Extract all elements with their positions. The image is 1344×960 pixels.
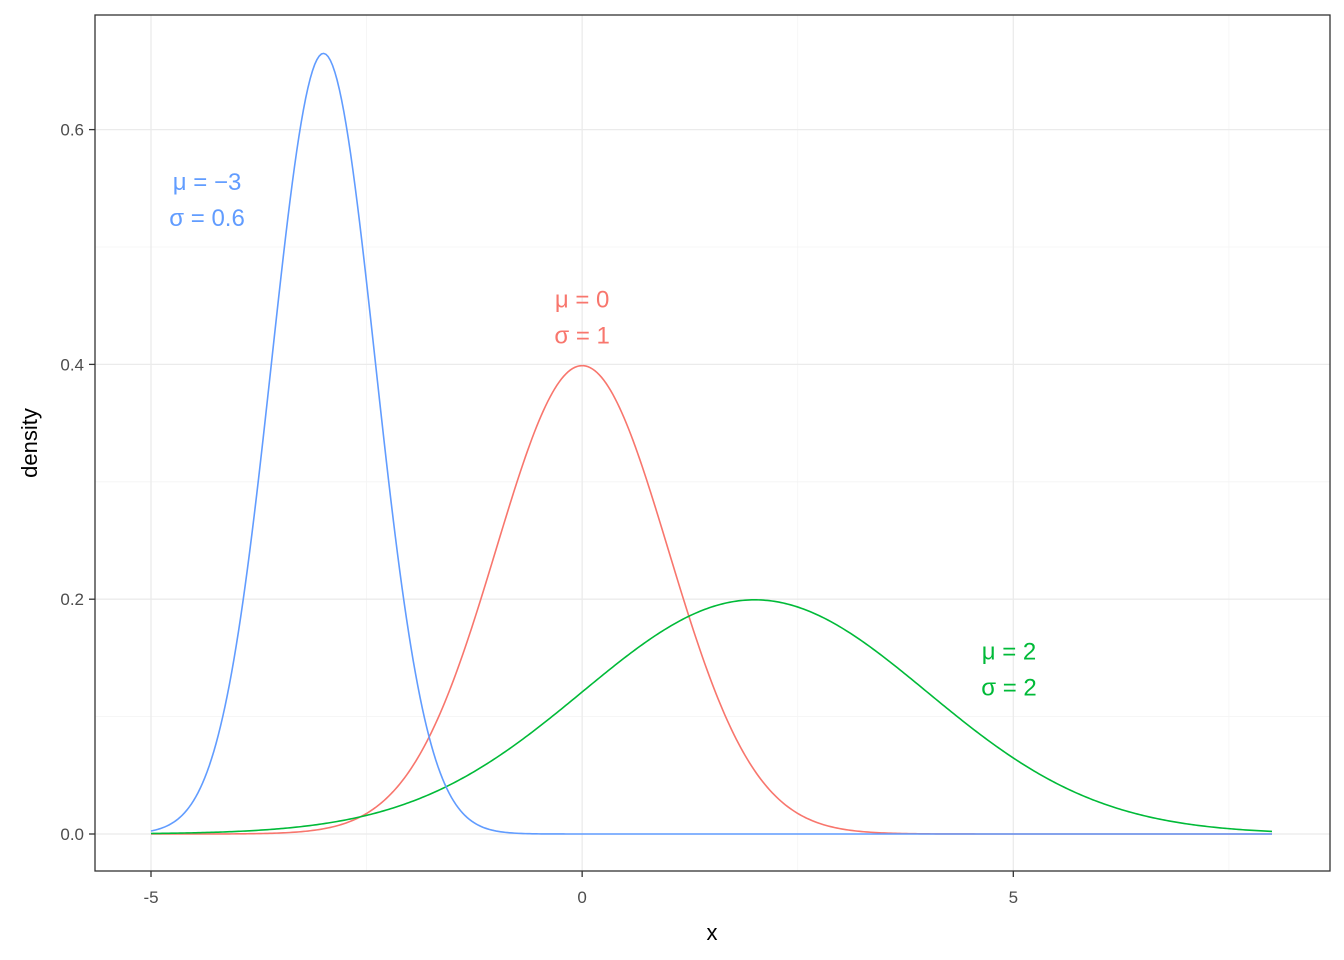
annotation-sd-label: σ = 2: [981, 675, 1037, 702]
x-tick-label: 5: [1009, 888, 1018, 907]
x-tick-label: 0: [577, 888, 586, 907]
x-axis-title: x: [707, 920, 718, 945]
annotation-mean-label: μ = −3: [173, 169, 242, 196]
panel-border: [94, 14, 1331, 872]
series-layer: [150, 52, 1273, 835]
annotation-layer: μ = 0 σ = 1 μ = 2 σ = 2 μ = −3 σ = 0.6: [169, 169, 1036, 702]
minor-gridlines: [95, 15, 1330, 871]
x-axis: -5 0 5: [143, 871, 1018, 907]
annotation-sd-label: σ = 0.6: [169, 205, 245, 232]
y-tick-label: 0.2: [60, 590, 84, 609]
y-tick-label: 0.0: [60, 825, 84, 844]
y-axis-title: density: [17, 408, 42, 478]
x-tick-label: -5: [143, 888, 158, 907]
annotation-mean-label: μ = 2: [982, 639, 1037, 666]
annotation-sd-label: σ = 1: [554, 322, 610, 349]
annotation-mean-label: μ = 0: [555, 286, 610, 313]
density-curve-3: [150, 52, 1272, 835]
density-curve-2: [150, 599, 1273, 835]
y-tick-label: 0.4: [60, 355, 84, 374]
y-axis: 0.0 0.2 0.4 0.6: [60, 121, 95, 844]
y-tick-label: 0.6: [60, 121, 84, 140]
